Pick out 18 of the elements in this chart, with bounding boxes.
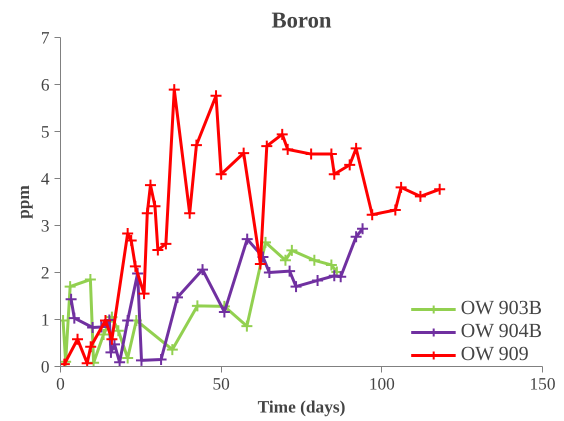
legend-label: OW 904B	[460, 320, 542, 343]
y-tick-label: 3	[40, 216, 50, 236]
legend-label: OW 909	[460, 343, 529, 366]
chart-title: Boron	[271, 8, 332, 32]
y-tick-label: 0	[40, 358, 50, 376]
y-tick-label: 6	[40, 76, 50, 94]
y-tick-label: 5	[40, 122, 50, 142]
y-tick-label: 2	[40, 264, 50, 282]
x-tick-label: 150	[530, 374, 556, 394]
y-tick-label: 7	[40, 28, 50, 48]
x-tick-label: 50	[212, 374, 230, 394]
x-tick-label: 0	[56, 374, 65, 394]
x-tick-label: 100	[368, 374, 395, 394]
x-axis-title: Time (days)	[258, 398, 346, 416]
legend-label: OW 903B	[460, 297, 542, 320]
y-tick-label: 4	[40, 170, 50, 188]
y-tick-label: 1	[40, 310, 50, 330]
y-axis-title: ppm	[14, 184, 33, 219]
